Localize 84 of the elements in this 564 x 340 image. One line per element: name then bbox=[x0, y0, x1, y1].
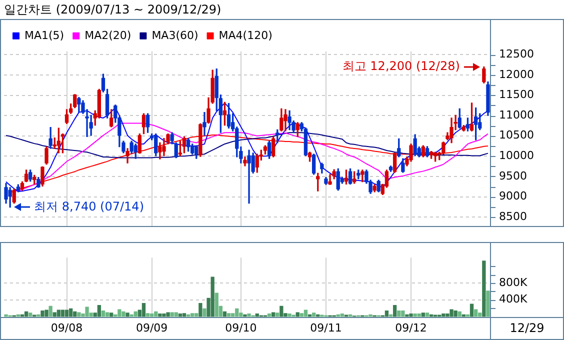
bar bbox=[105, 312, 110, 317]
y-tick-label: 10000 bbox=[499, 149, 534, 162]
bar bbox=[77, 312, 81, 317]
bar bbox=[214, 292, 218, 317]
bar bbox=[247, 314, 251, 317]
bar bbox=[280, 306, 284, 317]
annotation: 최고 12,200 (12/28) bbox=[342, 58, 460, 73]
x-tick-label: 09/12 bbox=[395, 321, 427, 334]
bar bbox=[162, 314, 166, 317]
bar bbox=[304, 310, 308, 317]
bar bbox=[122, 311, 126, 317]
y-tick-label: 12000 bbox=[499, 68, 534, 81]
x-tick-label: 09/10 bbox=[225, 321, 257, 334]
bar bbox=[118, 309, 122, 317]
bar bbox=[478, 312, 482, 317]
y-tick-label: 8500 bbox=[499, 210, 527, 223]
bar bbox=[101, 310, 106, 317]
x-tick-label: 09/11 bbox=[310, 321, 342, 334]
y-tick-label: 9000 bbox=[499, 190, 527, 203]
bar bbox=[170, 312, 174, 317]
bar bbox=[64, 310, 69, 317]
bar bbox=[202, 308, 206, 317]
bar bbox=[126, 312, 130, 317]
bar bbox=[109, 312, 114, 317]
legend-label: MA3(60) bbox=[152, 28, 198, 42]
bar bbox=[312, 312, 316, 317]
bar bbox=[425, 312, 430, 317]
bar bbox=[40, 310, 44, 317]
bar bbox=[182, 313, 186, 317]
bar bbox=[239, 312, 243, 317]
bar bbox=[97, 305, 102, 317]
annotation: 최저 8,740 (07/14) bbox=[34, 199, 144, 214]
bar bbox=[409, 314, 413, 317]
bar bbox=[276, 312, 280, 317]
x-tick-label: 09/09 bbox=[136, 321, 168, 334]
bar bbox=[470, 304, 474, 317]
bar bbox=[271, 312, 276, 317]
bar bbox=[52, 312, 56, 317]
bar bbox=[397, 310, 401, 317]
bar bbox=[450, 309, 454, 317]
bar bbox=[446, 314, 450, 317]
bar bbox=[142, 302, 146, 317]
chart-title: 일간차트 (2009/07/13 ~ 2009/12/29) bbox=[4, 2, 222, 16]
bar bbox=[392, 305, 397, 317]
legend-label: MA1(5) bbox=[24, 28, 64, 42]
bar bbox=[56, 310, 61, 317]
bar bbox=[190, 313, 194, 317]
y-tick-label: 11500 bbox=[499, 88, 534, 102]
bar bbox=[210, 276, 214, 317]
bar bbox=[85, 306, 89, 317]
legend-label: MA4(120) bbox=[218, 28, 272, 42]
bar bbox=[486, 290, 490, 317]
y-tick-label: 800K bbox=[499, 276, 528, 289]
bar bbox=[454, 310, 458, 317]
legend-label: MA2(20) bbox=[84, 28, 132, 42]
bar bbox=[482, 260, 486, 317]
bar bbox=[401, 310, 405, 317]
bar bbox=[296, 312, 300, 317]
bar bbox=[28, 312, 32, 317]
bar bbox=[158, 314, 162, 317]
y-tick-label: 9500 bbox=[499, 169, 527, 182]
y-tick-label: 11000 bbox=[499, 108, 534, 122]
bar bbox=[48, 306, 52, 317]
bar bbox=[226, 313, 231, 317]
bar bbox=[413, 314, 417, 317]
text: 12/29 bbox=[510, 320, 544, 335]
bar bbox=[68, 308, 73, 317]
bar bbox=[194, 313, 198, 317]
bar bbox=[300, 313, 304, 317]
y-tick-label: 400K bbox=[499, 292, 528, 306]
bar bbox=[166, 312, 170, 317]
bar bbox=[288, 314, 292, 317]
bar bbox=[146, 313, 150, 317]
bar bbox=[44, 310, 48, 317]
bar bbox=[198, 302, 202, 317]
y-tick-label: 10500 bbox=[499, 128, 534, 142]
bar bbox=[174, 312, 178, 317]
bar bbox=[442, 314, 446, 317]
x-tick-label: 09/08 bbox=[50, 321, 83, 334]
bar bbox=[421, 312, 426, 317]
bar bbox=[60, 310, 65, 317]
bar bbox=[235, 308, 239, 317]
bar bbox=[384, 310, 389, 317]
y-tick-label: 12500 bbox=[499, 48, 534, 61]
